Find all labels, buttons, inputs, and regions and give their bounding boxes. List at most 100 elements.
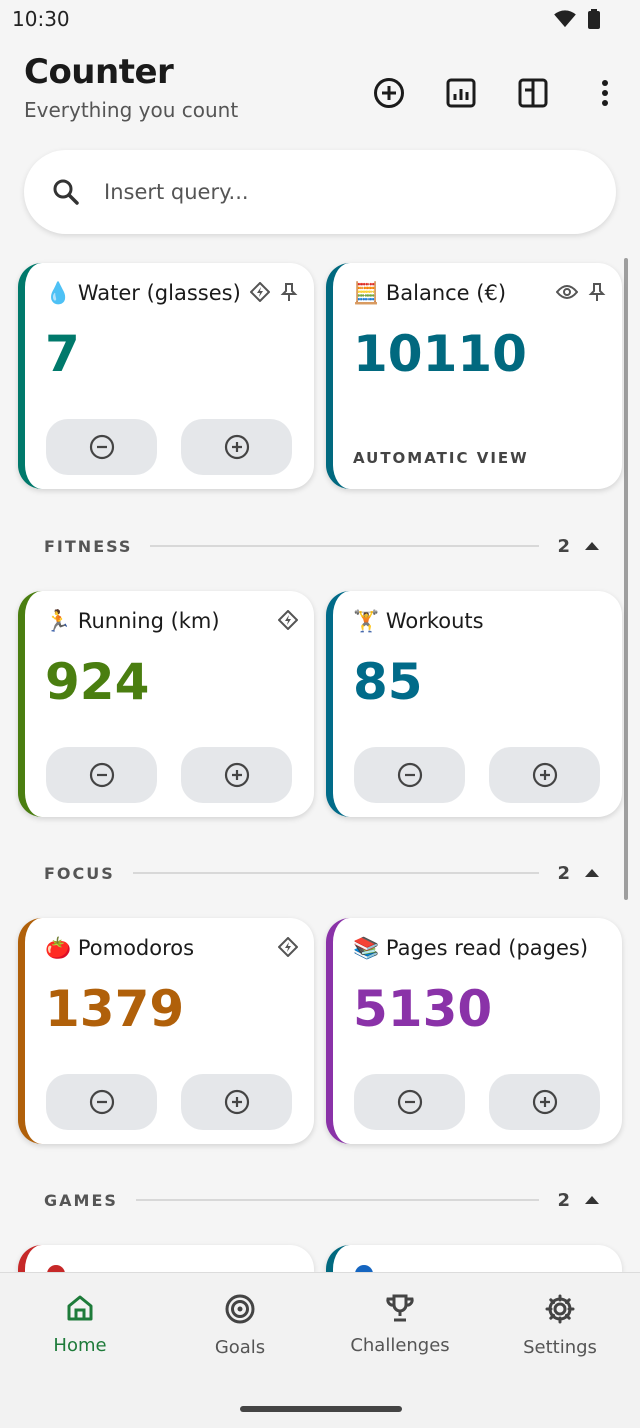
counter-card-partial[interactable] — [326, 1245, 622, 1272]
wifi-icon — [554, 10, 576, 28]
decrement-button[interactable] — [354, 747, 465, 803]
nav-challenges-label: Challenges — [350, 1335, 450, 1356]
top-app-bar: Counter Everything you count — [24, 52, 640, 132]
bolt-diamond-icon — [249, 281, 271, 306]
search-icon — [53, 179, 79, 205]
plus-circle-icon — [532, 762, 557, 788]
minus-circle-icon — [89, 434, 114, 460]
split-view-icon — [518, 78, 548, 108]
card-value: 10110 — [353, 325, 527, 383]
card-header: 💧 Water (glasses) — [45, 281, 298, 306]
plus-circle-icon — [224, 762, 249, 788]
counter-card[interactable]: 🏃 Running (km) 924 — [18, 591, 314, 817]
card-header: 🧮 Balance (€) — [353, 281, 606, 306]
section-header-games[interactable]: GAMES 2 — [44, 1185, 600, 1215]
scrollbar[interactable] — [624, 258, 628, 900]
overflow-menu-button[interactable] — [584, 72, 626, 114]
minus-circle-icon — [89, 1089, 114, 1115]
section-count: 2 — [557, 862, 570, 884]
card-value: 1379 — [45, 980, 185, 1038]
plus-circle-icon — [224, 434, 249, 460]
card-flags — [555, 282, 606, 306]
eye-icon — [555, 284, 579, 304]
section-divider — [135, 1199, 540, 1201]
increment-button[interactable] — [181, 747, 292, 803]
increment-button[interactable] — [181, 419, 292, 475]
card-value: 5130 — [353, 980, 493, 1038]
counter-card[interactable]: 💧 Water (glasses) 7 — [18, 263, 314, 489]
chevron-up-icon — [585, 869, 599, 877]
card-value: 924 — [45, 653, 150, 711]
card-label: Pages read (pages) — [385, 936, 589, 960]
chevron-up-icon — [585, 542, 599, 550]
nav-home[interactable]: Home — [0, 1293, 160, 1373]
card-title: 💧 Water (glasses) — [45, 281, 241, 306]
card-emoji: 🏋️ — [353, 609, 380, 633]
counter-card[interactable]: 🍅 Pomodoros 1379 — [18, 918, 314, 1144]
nav-settings-label: Settings — [523, 1337, 597, 1358]
statistics-button[interactable] — [440, 72, 482, 114]
chevron-up-icon — [585, 1196, 599, 1204]
card-title: 🧮 Balance (€) — [353, 281, 506, 306]
decrement-button[interactable] — [46, 747, 157, 803]
section-header-fitness[interactable]: FITNESS 2 — [44, 531, 600, 561]
top-actions — [368, 72, 626, 114]
bolt-diamond-icon — [277, 936, 299, 961]
card-label: Balance (€) — [385, 281, 507, 305]
plus-circle-icon — [532, 1089, 557, 1115]
target-icon — [225, 1294, 255, 1324]
counter-card[interactable]: 🧮 Balance (€) 10110 AUTOMATIC VIEW — [326, 263, 622, 489]
card-header: 🏋️ Workouts — [353, 609, 606, 634]
card-emoji: 📚 — [353, 936, 380, 960]
search-input[interactable] — [104, 180, 544, 204]
card-value: 7 — [45, 325, 80, 383]
counter-card-partial[interactable] — [18, 1245, 314, 1272]
section-header-focus[interactable]: FOCUS 2 — [44, 858, 600, 888]
page-subtitle: Everything you count — [24, 98, 239, 122]
nav-challenges[interactable]: Challenges — [320, 1293, 480, 1373]
home-icon — [67, 1295, 93, 1321]
section-title: FITNESS — [44, 536, 133, 556]
nav-goals-label: Goals — [214, 1337, 266, 1358]
card-title: 🏃 Running (km) — [45, 609, 220, 634]
card-title: 🏋️ Workouts — [353, 609, 484, 634]
section-divider — [150, 545, 540, 547]
minus-circle-icon — [89, 762, 114, 788]
decrement-button[interactable] — [354, 1074, 465, 1130]
card-flags — [249, 281, 298, 306]
increment-button[interactable] — [181, 1074, 292, 1130]
card-label: Running (km) — [77, 609, 220, 633]
card-stepper — [46, 419, 292, 475]
more-vert-icon — [602, 80, 608, 106]
battery-icon — [588, 9, 600, 29]
nav-settings[interactable]: Settings — [480, 1293, 640, 1373]
card-stepper — [354, 1074, 600, 1130]
status-icons — [554, 9, 600, 29]
add-counter-button[interactable] — [368, 72, 410, 114]
counter-card[interactable]: 📚 Pages read (pages) 5130 — [326, 918, 622, 1144]
gesture-bar — [240, 1406, 402, 1412]
counter-card[interactable]: 🏋️ Workouts 85 — [326, 591, 622, 817]
bottom-navigation: Home Goals Challenges Settings — [0, 1272, 640, 1428]
card-value: 85 — [353, 653, 423, 711]
nav-goals[interactable]: Goals — [160, 1293, 320, 1373]
increment-button[interactable] — [489, 1074, 600, 1130]
bar-chart-icon — [446, 78, 476, 108]
card-title: 📚 Pages read (pages) — [353, 936, 588, 961]
card-emoji-dot — [355, 1265, 373, 1272]
minus-circle-icon — [397, 1089, 422, 1115]
card-stepper — [354, 747, 600, 803]
pin-icon — [588, 282, 606, 306]
pin-icon — [280, 282, 298, 306]
increment-button[interactable] — [489, 747, 600, 803]
minus-circle-icon — [397, 762, 422, 788]
card-flags — [277, 609, 299, 634]
search-bar[interactable] — [24, 150, 616, 234]
layout-toggle-button[interactable] — [512, 72, 554, 114]
decrement-button[interactable] — [46, 419, 157, 475]
page-title: Counter — [24, 52, 174, 92]
section-title: GAMES — [44, 1190, 118, 1210]
decrement-button[interactable] — [46, 1074, 157, 1130]
trophy-icon — [386, 1294, 414, 1322]
section-title: FOCUS — [44, 863, 115, 883]
